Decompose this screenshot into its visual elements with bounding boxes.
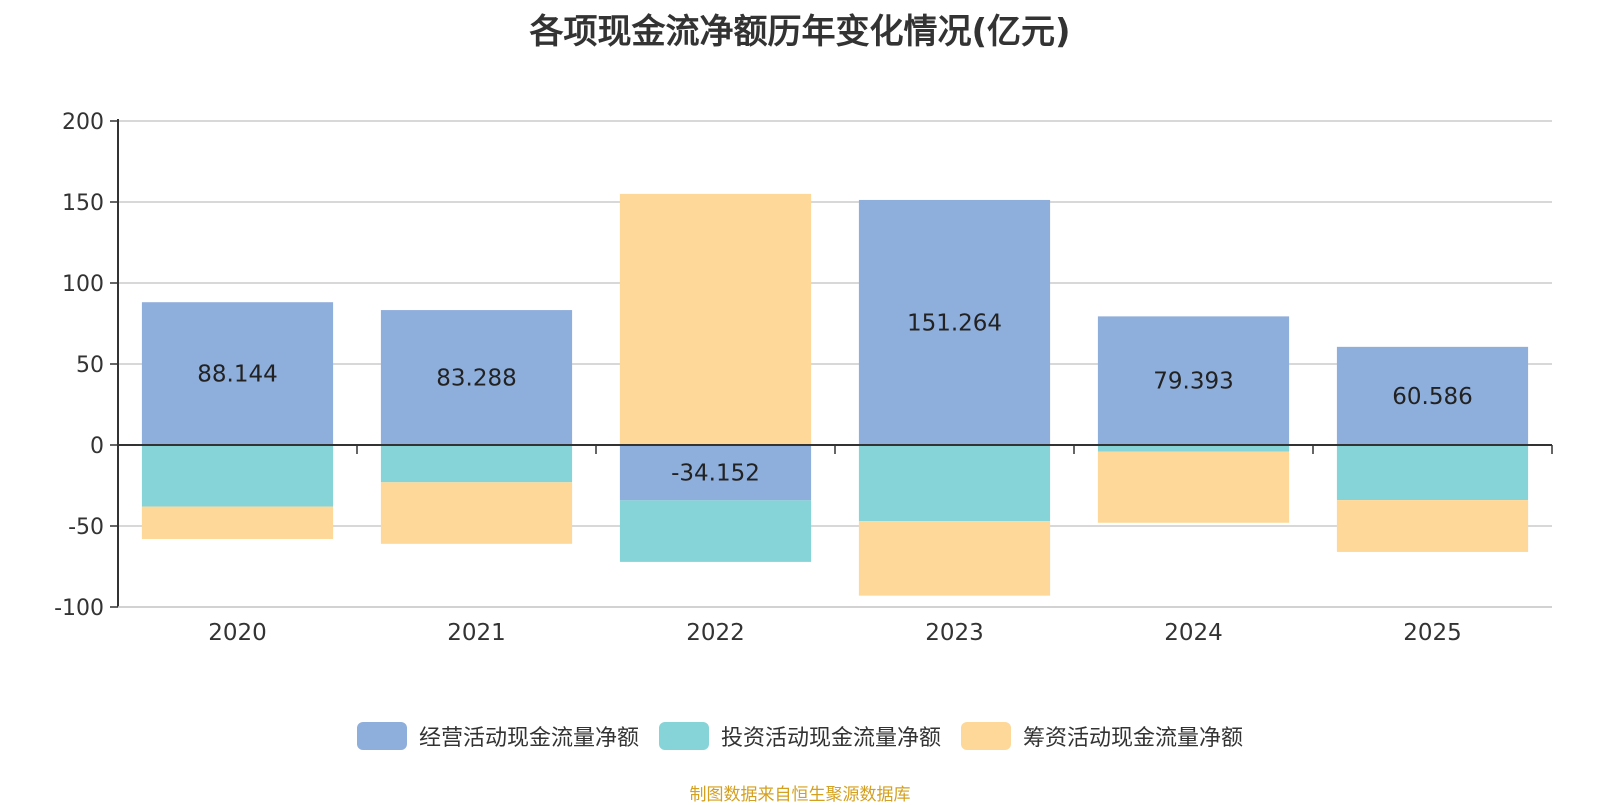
bar-segment <box>1336 445 1529 501</box>
bar-segment <box>1097 451 1290 523</box>
y-tick-label: 150 <box>62 191 104 216</box>
bar-chart: 200 150 100 50 0 -50 -100 88.144 83.288 -34.152 15… <box>54 110 1553 646</box>
bar-segment <box>380 445 573 483</box>
legend-swatch <box>356 722 407 750</box>
y-tick-label: 100 <box>62 272 104 297</box>
legend-item[interactable]: 经营活动现金流量净额 <box>356 720 639 752</box>
x-tick-label: 2023 <box>925 620 984 646</box>
data-label: 79.393 <box>1153 369 1233 395</box>
bar-segment <box>858 199 1051 445</box>
bar-segment <box>380 482 573 544</box>
y-tick-label: 0 <box>90 434 104 459</box>
y-tick-label: 50 <box>76 353 104 378</box>
legend: 经营活动现金流量净额 投资活动现金流量净额 筹资活动现金流量净额 <box>0 720 1600 752</box>
x-tick-label: 2022 <box>686 620 745 646</box>
bar-segment <box>141 302 334 445</box>
legend-label: 投资活动现金流量净额 <box>720 726 941 751</box>
legend-swatch <box>658 722 709 750</box>
chart-title: 各项现金流净额历年变化情况(亿元) <box>529 12 1071 52</box>
x-tick-label: 2025 <box>1403 620 1462 646</box>
bar-segment <box>380 310 573 445</box>
bar-segment <box>141 445 334 507</box>
bar-segment <box>858 445 1051 522</box>
legend-item[interactable]: 投资活动现金流量净额 <box>658 720 941 752</box>
bar-segment <box>619 500 812 562</box>
source-note: 制图数据来自恒生聚源数据库 <box>689 785 911 805</box>
data-label: -34.152 <box>671 461 760 487</box>
y-tick-label: 200 <box>62 110 104 135</box>
bar-segment <box>1336 346 1529 445</box>
x-tick-label: 2024 <box>1164 620 1223 646</box>
data-label: 83.288 <box>436 366 516 392</box>
bar-segment <box>858 521 1051 596</box>
data-label: 88.144 <box>197 362 277 388</box>
y-tick-label: -50 <box>68 515 104 540</box>
bar-segment <box>141 506 334 539</box>
x-tick-label: 2021 <box>447 620 506 646</box>
bar-segment <box>1336 500 1529 552</box>
bar-segment <box>1097 445 1290 452</box>
legend-label: 经营活动现金流量净额 <box>418 726 639 751</box>
legend-item[interactable]: 筹资活动现金流量净额 <box>961 720 1243 752</box>
legend-label: 筹资活动现金流量净额 <box>1023 726 1244 751</box>
bar-segment <box>619 193 812 445</box>
data-label: 151.264 <box>907 310 1002 336</box>
legend-swatch <box>961 722 1011 750</box>
x-tick-label: 2020 <box>208 620 267 646</box>
data-label: 60.586 <box>1392 384 1472 410</box>
y-tick-label: -100 <box>54 596 104 621</box>
bar-segment <box>619 445 812 501</box>
bar-segment <box>1097 316 1290 445</box>
